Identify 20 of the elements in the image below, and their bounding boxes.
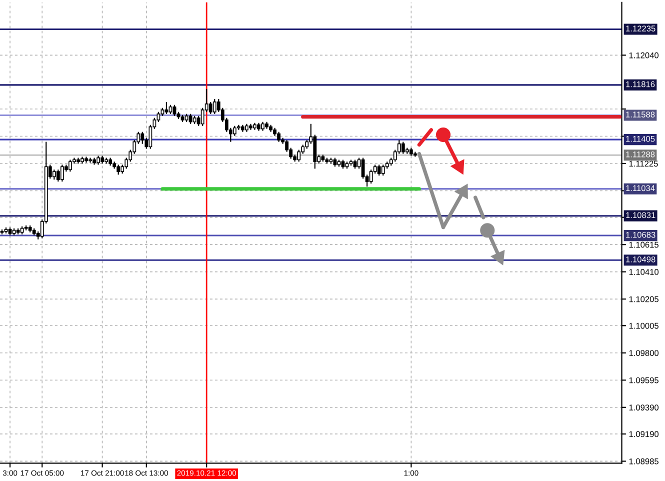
- ref-line-label: 1.11405: [626, 136, 655, 142]
- y-tick-label: 1.10205: [629, 296, 658, 302]
- y-tick-label: 1.09595: [629, 377, 658, 384]
- ref-line-label: 1.10831: [626, 212, 656, 218]
- ref-line-label: 1.11034: [626, 185, 655, 192]
- ref-line-label: 1.10498: [626, 256, 656, 262]
- ref-line-label: 1.10683: [626, 232, 656, 238]
- y-tick-label: 1.10615: [629, 242, 658, 248]
- y-tick-label: 1.09390: [629, 404, 659, 410]
- y-tick-label: 1.09800: [629, 350, 659, 356]
- ref-line-label: 1.12235: [626, 26, 656, 32]
- ref-line-label: 1.11588: [626, 112, 655, 118]
- y-tick-label: 1.10005: [629, 322, 658, 329]
- y-tick-label: 1.11225: [629, 160, 658, 167]
- y-tick-label: 1.09190: [629, 431, 659, 438]
- y-tick-label: 1.08985: [629, 458, 658, 464]
- ref-line-label: 1.11288: [626, 151, 655, 158]
- y-tick-label: 1.10410: [629, 269, 659, 275]
- y-tick-label: 1.12040: [629, 52, 659, 58]
- ref-line-label: 1.11816: [626, 81, 655, 88]
